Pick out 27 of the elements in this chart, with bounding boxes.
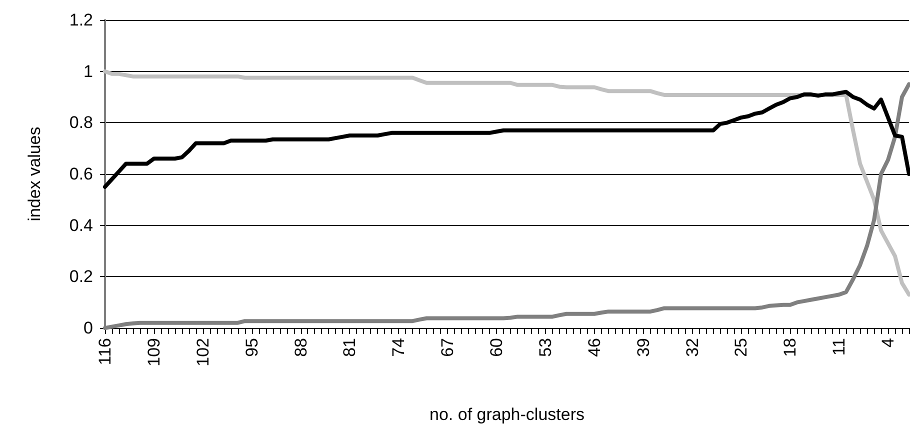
x-tick-label: 81 — [340, 338, 360, 357]
x-tick-label: 102 — [193, 338, 212, 366]
x-tick-label: 116 — [96, 338, 114, 366]
x-tick-label: 53 — [536, 338, 555, 357]
x-tick-label: 74 — [389, 338, 408, 357]
y-tick-label: 0 — [84, 318, 93, 338]
x-tick-label: 88 — [291, 338, 310, 357]
x-tick-label: 67 — [438, 338, 458, 357]
x-tick-label: 18 — [780, 338, 800, 357]
y-tick-label: 0.8 — [69, 113, 93, 132]
y-tick-label: 0.2 — [69, 267, 93, 286]
x-tick-label: 32 — [682, 338, 702, 357]
x-tick-label: 60 — [487, 338, 506, 357]
y-tick-label: 1 — [84, 62, 93, 81]
x-tick-label: 46 — [584, 338, 604, 357]
x-tick-label: 4 — [878, 338, 898, 348]
x-tick-label: 39 — [634, 338, 653, 357]
line-series — [103, 69, 910, 297]
y-tick-label: 0.6 — [69, 164, 93, 184]
x-axis-title: no. of graph-clusters — [430, 405, 584, 424]
x-tick-label: 25 — [732, 338, 751, 357]
x-tick-label: 95 — [242, 338, 262, 357]
y-axis-title: index values — [25, 126, 44, 222]
x-tick-label: 11 — [830, 338, 849, 356]
y-tick-label: 1.2 — [69, 10, 93, 30]
y-tick-label: 0.4 — [69, 216, 93, 235]
x-tick-label: 109 — [144, 338, 164, 366]
